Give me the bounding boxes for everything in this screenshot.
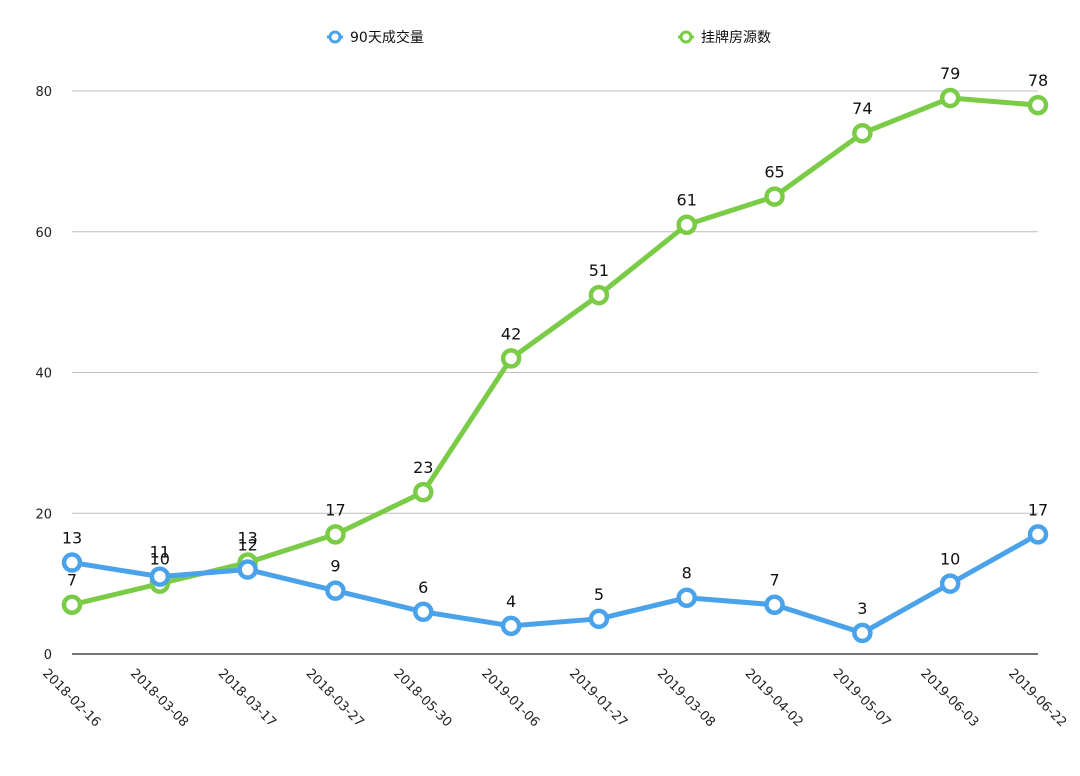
point-s0-7 [676, 587, 697, 608]
data-label-s1-2: 13 [237, 529, 257, 548]
x-tick-label-2018-03-17: 2018-03-17 [215, 666, 279, 730]
point-s1-10 [939, 87, 961, 109]
data-label-s0-7: 8 [682, 564, 692, 583]
data-label-s0-6: 5 [594, 585, 604, 604]
data-label-s0-10: 10 [940, 550, 960, 569]
x-tick-label-2019-06-22: 2019-06-22 [1005, 666, 1069, 730]
point-s1-7 [676, 214, 697, 235]
point-s1-6 [588, 284, 610, 306]
x-tick-label-2018-02-16: 2018-02-16 [39, 666, 103, 730]
point-s0-0 [61, 552, 83, 573]
point-s0-6 [588, 608, 610, 630]
x-tick-label-2019-04-02: 2019-04-02 [742, 666, 806, 730]
legend-label-1: 挂牌房源数 [701, 29, 771, 46]
y-tick-label-20: 20 [35, 507, 52, 522]
x-tick-label-2019-01-27: 2019-01-27 [566, 666, 630, 730]
data-label-s0-8: 7 [769, 571, 779, 590]
point-s0-3 [325, 580, 346, 601]
data-labels: 13 11 12 9 6 4 5 8 7 3 10 17 7 10 13 17 23 42 51 61 65 74 79 78 [62, 64, 1048, 618]
legend-marker-0 [328, 30, 342, 44]
data-label-s1-9: 74 [852, 99, 872, 118]
point-s1-3 [325, 524, 346, 545]
data-label-s1-6: 51 [589, 261, 609, 280]
data-label-s0-4: 6 [418, 578, 428, 597]
point-s0-9 [852, 622, 873, 644]
x-tick-label-2019-01-06: 2019-01-06 [478, 666, 542, 730]
x-tick-label-2018-03-08: 2018-03-08 [127, 666, 191, 730]
data-label-s1-0: 7 [67, 571, 77, 590]
data-label-s0-11: 17 [1028, 500, 1048, 519]
legend-label-0: 90天成交量 [350, 29, 424, 46]
data-label-s0-5: 4 [506, 592, 516, 611]
data-label-s0-0: 13 [62, 529, 82, 548]
point-s0-11 [1027, 524, 1049, 545]
y-tick-label-40: 40 [35, 367, 52, 382]
point-s1-11 [1027, 94, 1049, 116]
x-tick-label-2019-06-03: 2019-06-03 [917, 666, 981, 730]
grid-lines [72, 90, 1038, 514]
data-label-s1-11: 78 [1028, 71, 1048, 90]
y-axis: 0 20 40 60 80 [35, 85, 52, 663]
y-tick-label-60: 60 [35, 226, 52, 241]
legend: 90天成交量 挂牌房源数 [327, 29, 771, 46]
series-layer [61, 87, 1049, 644]
point-s0-4 [413, 601, 434, 623]
y-tick-label-0: 0 [44, 648, 52, 663]
data-label-s0-9: 3 [857, 599, 867, 618]
data-label-s0-3: 9 [330, 557, 340, 576]
data-label-s1-1: 10 [150, 550, 170, 569]
point-s1-0 [61, 594, 83, 615]
x-tick-label-2018-05-30: 2018-05-30 [390, 666, 454, 730]
series-line-0 [69, 531, 1041, 636]
x-tick-label-2019-03-08: 2019-03-08 [654, 666, 718, 730]
point-s1-8 [764, 186, 785, 207]
point-s0-2 [237, 559, 258, 580]
legend-marker-1 [679, 30, 693, 44]
point-s1-9 [852, 122, 873, 144]
data-label-s1-10: 79 [940, 64, 960, 83]
y-tick-label-80: 80 [35, 85, 52, 100]
point-s1-5 [500, 348, 522, 369]
point-s0-10 [939, 573, 961, 594]
data-label-s1-7: 61 [677, 191, 697, 210]
data-label-s0-1: 11 [150, 543, 170, 562]
point-s0-5 [500, 615, 522, 637]
point-s0-8 [764, 594, 785, 615]
series-line-1 [69, 95, 1041, 608]
x-axis: 2018-02-16 2018-03-08 2018-03-17 2018-03-27… [39, 653, 1069, 730]
data-label-s1-4: 23 [413, 458, 433, 477]
data-label-s1-5: 42 [501, 324, 521, 343]
x-tick-label-2019-05-07: 2019-05-07 [830, 666, 894, 730]
x-tick-label-2018-03-27: 2018-03-27 [303, 666, 367, 730]
data-label-s1-3: 17 [325, 500, 345, 519]
point-s0-1 [149, 566, 171, 587]
data-label-s1-8: 65 [764, 163, 784, 182]
data-label-s0-2: 12 [237, 536, 257, 555]
point-s1-4 [413, 481, 434, 503]
